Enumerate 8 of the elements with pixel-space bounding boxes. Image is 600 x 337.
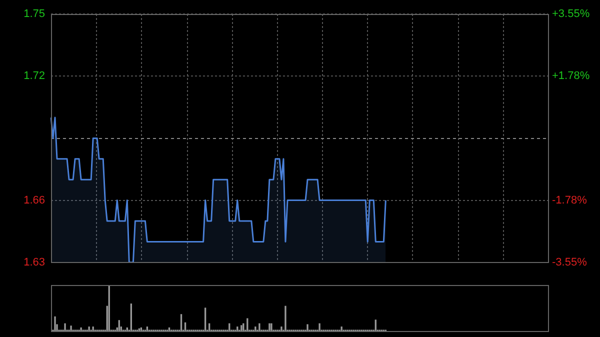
y-tick-label: 1.63 [24,256,45,268]
y2-tick-label: +3.55% [552,8,590,20]
y-tick-label: 1.75 [24,8,45,20]
y-tick-label: 1.66 [24,194,45,206]
y2-tick-label: -3.55% [552,256,588,268]
y2-tick-label: +1.78% [552,70,590,82]
y2-tick-label: -1.78% [552,194,588,207]
y-tick-label: 1.72 [24,70,45,82]
